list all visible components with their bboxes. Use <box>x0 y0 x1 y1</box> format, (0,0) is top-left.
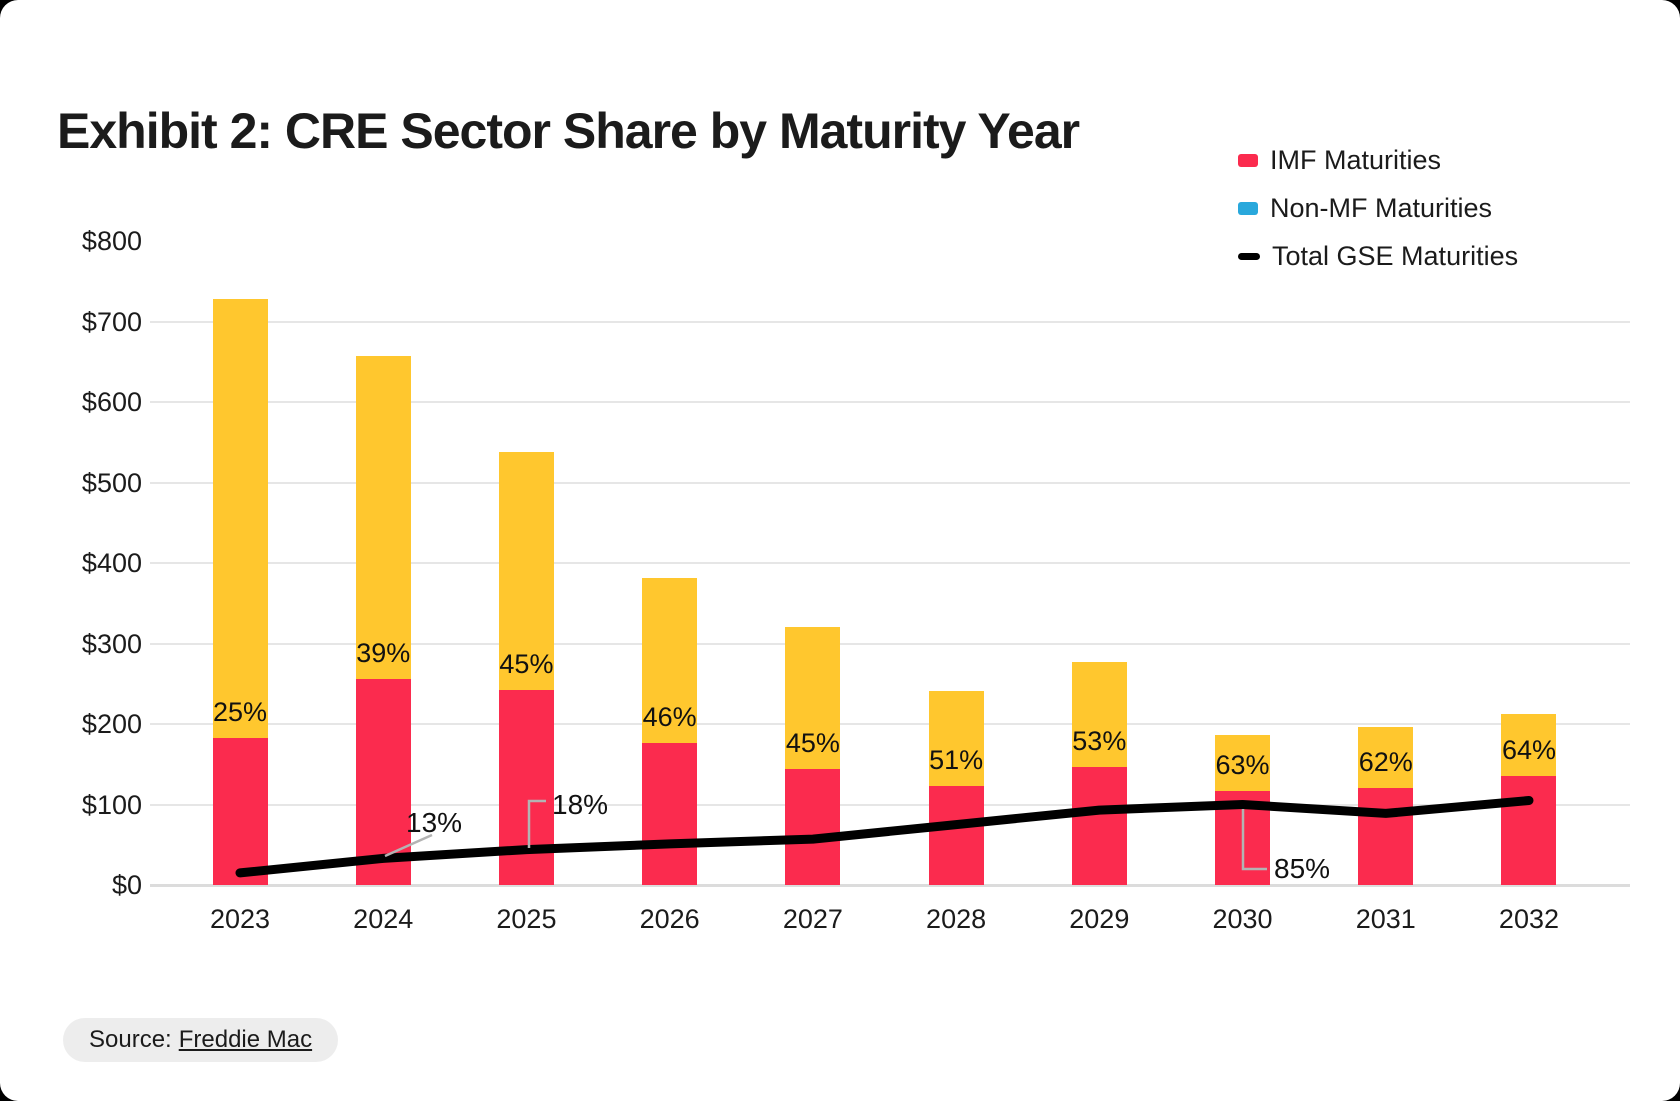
source-chip: Source: Freddie Mac <box>63 1018 339 1062</box>
line-callout-label: 18% <box>552 789 609 820</box>
bar-percent-label: 53% <box>1072 725 1127 756</box>
legend-item-1: IMF Maturities <box>1238 138 1518 182</box>
bar-segment-imf <box>785 769 841 885</box>
bar-segment-imf <box>928 785 984 885</box>
bar-percent-label: 39% <box>356 637 411 668</box>
bar-segment-nonmf <box>785 627 841 770</box>
bar-segment-imf <box>355 678 411 885</box>
source-link[interactable]: Freddie Mac <box>178 1026 313 1053</box>
bar-segment-nonmf <box>355 356 411 679</box>
x-axis-tick-label: 2025 <box>496 904 557 934</box>
legend-swatch-icon <box>1238 252 1260 260</box>
x-axis-tick-label: 2031 <box>1355 904 1416 934</box>
gridline <box>150 562 1630 564</box>
bar-segment-nonmf <box>498 451 554 691</box>
y-axis-tick-label: $200 <box>81 709 142 739</box>
y-axis-tick-label: $800 <box>81 226 142 256</box>
bar-segment-nonmf <box>642 578 698 744</box>
legend-item-3: Total GSE Maturities <box>1238 234 1518 278</box>
bar-percent-label: 45% <box>785 728 840 759</box>
y-axis-tick-label: $500 <box>81 467 142 498</box>
gridline <box>150 884 1630 887</box>
x-axis-tick-label: 2023 <box>209 904 271 934</box>
legend-label: Non-MF Maturities <box>1270 192 1493 223</box>
chart-title: Exhibit 2: CRE Sector Share by Maturity … <box>57 102 1080 159</box>
y-axis-tick-label: $700 <box>81 306 142 337</box>
bar-segment-imf <box>642 743 698 885</box>
gridline <box>150 481 1630 484</box>
x-axis-tick-label: 2027 <box>782 904 843 934</box>
legend-swatch-icon <box>1238 153 1258 167</box>
legend-label: Total GSE Maturities <box>1272 240 1519 271</box>
y-axis-tick-label: $100 <box>81 789 142 820</box>
bar-segment-imf <box>1215 790 1271 885</box>
bar-percent-label: 62% <box>1358 746 1413 777</box>
bar-segment-nonmf <box>1215 735 1271 791</box>
bar-percent-label: 63% <box>1215 749 1270 780</box>
gridline <box>150 401 1630 403</box>
line-callout-label: 13% <box>406 807 463 838</box>
gridline <box>150 723 1630 725</box>
source-prefix: Source: <box>89 1026 172 1053</box>
line-callout-label: 85% <box>1274 853 1331 884</box>
bar-segment-nonmf <box>1501 714 1557 776</box>
x-axis-tick-label: 2026 <box>639 904 700 934</box>
x-axis-tick-label: 2032 <box>1498 904 1559 934</box>
y-axis-tick-label: $300 <box>81 628 142 659</box>
bar-percent-label: 25% <box>212 697 268 728</box>
bar-segment-imf <box>498 690 554 885</box>
y-axis-tick-label: $0 <box>111 870 142 900</box>
x-axis-tick-label: 2028 <box>926 904 987 934</box>
x-axis-tick-label: 2030 <box>1212 904 1273 934</box>
bar-segment-imf <box>1071 766 1127 885</box>
bar-segment-imf <box>212 738 268 885</box>
bar-percent-label: 51% <box>929 744 984 775</box>
bar-percent-label: 45% <box>499 649 554 680</box>
gridline <box>150 642 1630 645</box>
chart-legend: IMF Maturities Non-MF Maturities Total GSE… <box>1238 138 1518 278</box>
gridline <box>150 320 1630 323</box>
x-axis-tick-label: 2024 <box>353 904 414 934</box>
legend-item-2: Non-MF Maturities <box>1238 186 1518 230</box>
bar-percent-label: 46% <box>642 702 697 733</box>
bar-percent-label: 64% <box>1501 734 1556 765</box>
bar-segment-imf <box>1358 787 1414 885</box>
x-axis-tick-label: 2029 <box>1069 904 1130 934</box>
y-axis-tick-label: $400 <box>81 548 142 578</box>
bar-segment-nonmf <box>212 298 268 739</box>
y-axis-tick-label: $600 <box>81 387 142 417</box>
bar-segment-nonmf <box>928 690 984 786</box>
bar-segment-imf <box>1501 775 1557 885</box>
bar-segment-nonmf <box>1358 727 1414 788</box>
bar-segment-nonmf <box>1071 662 1127 767</box>
legend-swatch-icon <box>1238 201 1258 215</box>
legend-label: IMF Maturities <box>1270 144 1442 175</box>
